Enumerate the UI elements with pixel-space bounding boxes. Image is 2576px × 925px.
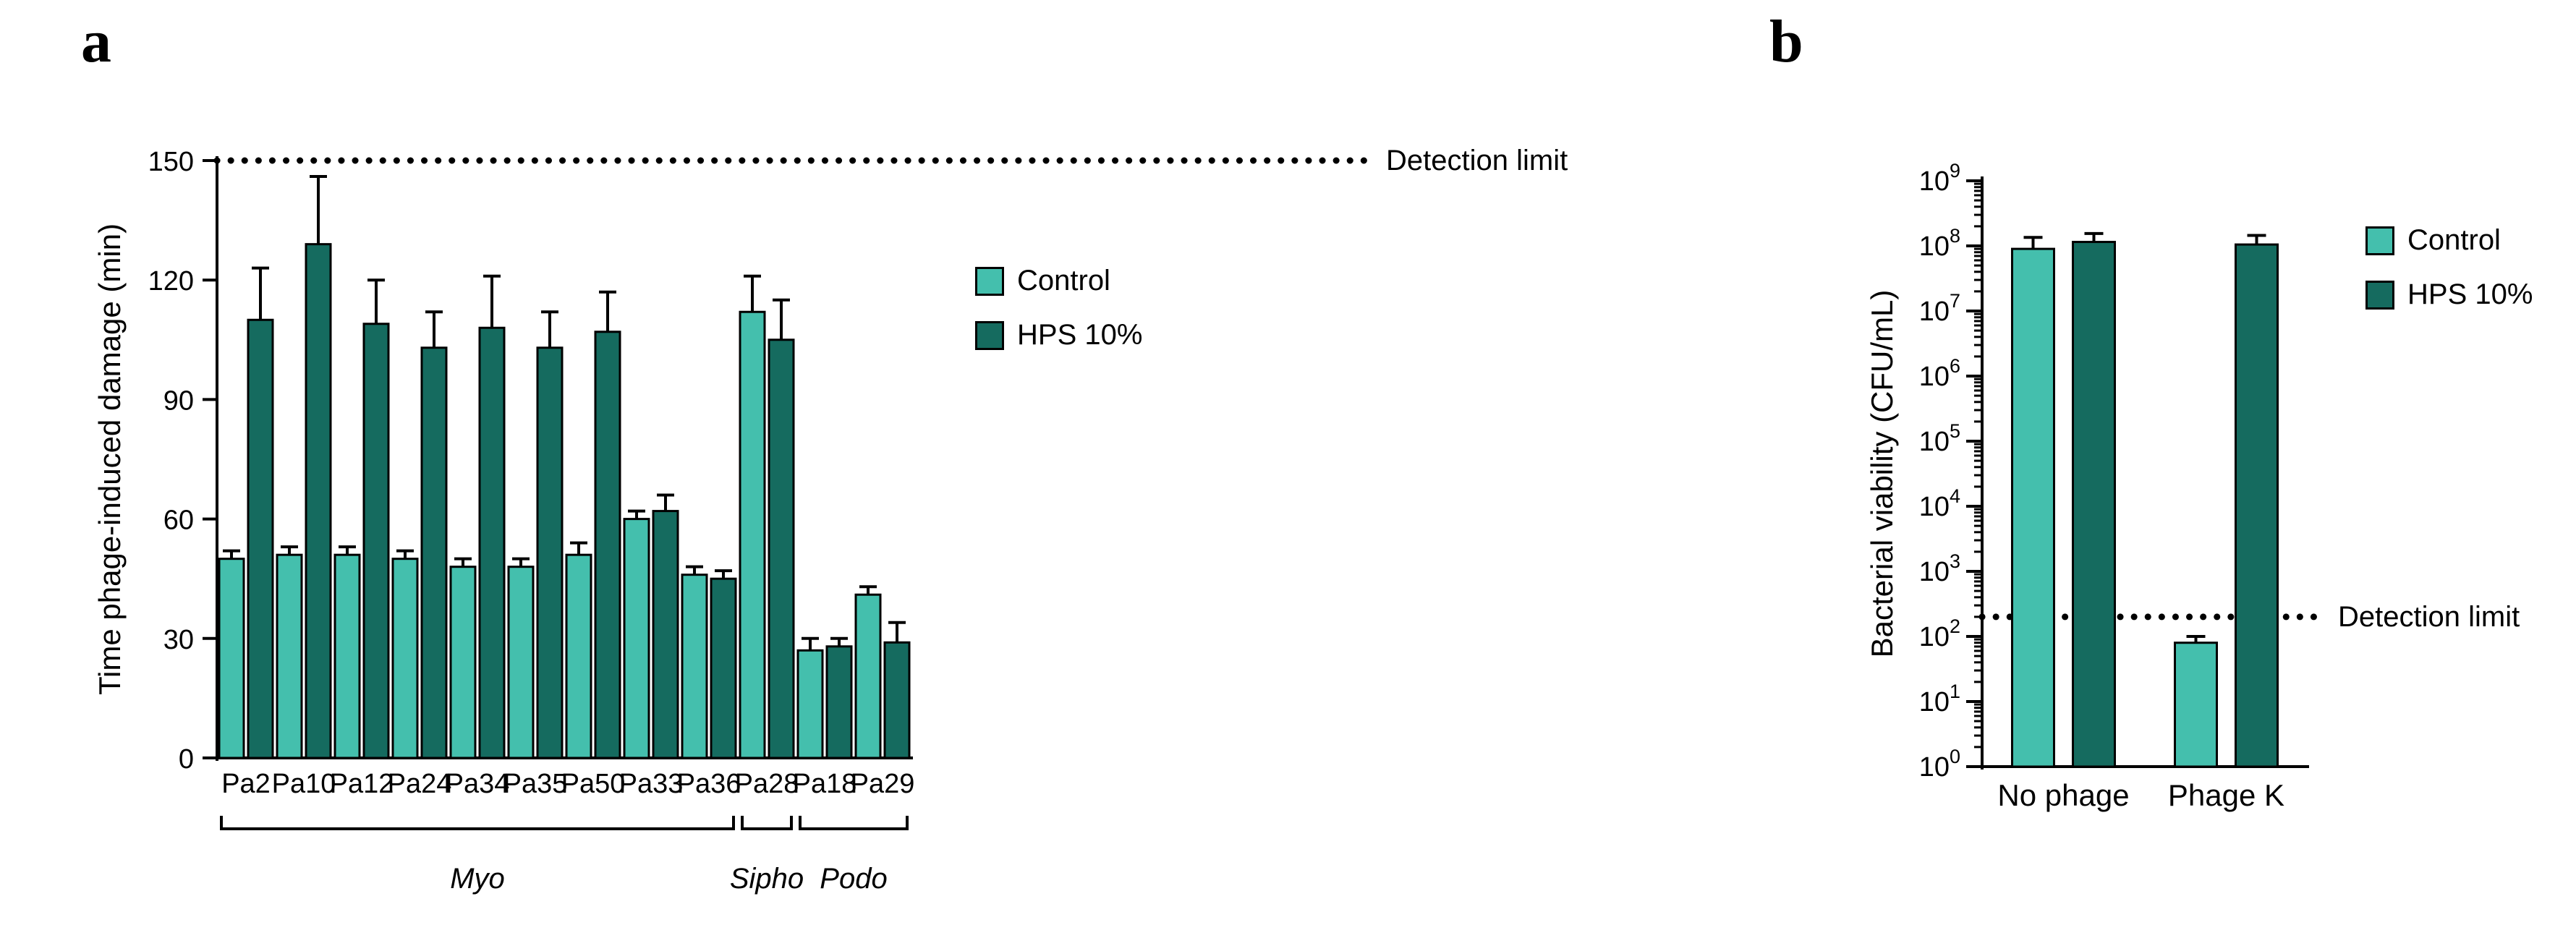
- legend-label-hps10: HPS 10%: [1017, 319, 1143, 351]
- category-label: Pa36: [677, 769, 741, 799]
- bar-hps-10-no-phage: [2072, 241, 2116, 768]
- bar-control-pa10: [276, 553, 303, 759]
- category-label: Pa2: [221, 769, 271, 799]
- category-label: Pa35: [503, 769, 568, 799]
- legend-item-control: Control: [975, 265, 1142, 297]
- y-tick-label: 102: [1919, 615, 1960, 652]
- bar-hps-10-pa18: [825, 645, 853, 759]
- category-label: Pa12: [330, 769, 394, 799]
- bar-control-no-phage: [2011, 247, 2055, 768]
- y-tick-label: 107: [1919, 290, 1960, 327]
- legend-label-hps10: HPS 10%: [2407, 278, 2533, 310]
- y-tick-label: 0: [179, 744, 194, 775]
- y-tick-label: 104: [1919, 485, 1960, 522]
- control-color-swatch: [975, 266, 1004, 296]
- y-tick-label: 103: [1919, 550, 1960, 587]
- panel-b-legend: Control HPS 10%: [2365, 224, 2533, 333]
- panel-b-label: b: [1769, 8, 1803, 75]
- bar-control-pa12: [333, 553, 361, 759]
- bar-control-pa34: [449, 566, 477, 759]
- category-label: Pa34: [446, 769, 510, 799]
- bar-hps-10-pa10: [305, 243, 332, 759]
- bar-hps-10-pa12: [362, 323, 390, 759]
- family-label-sipho: Sipho: [730, 863, 804, 895]
- bar-control-pa35: [507, 566, 535, 759]
- bar-control-pa18: [796, 649, 824, 759]
- family-bracket-podo: [799, 816, 909, 830]
- family-label-podo: Podo: [820, 863, 887, 895]
- bar-control-pa24: [391, 558, 419, 759]
- y-tick-label: 100: [1919, 746, 1960, 783]
- y-tick-label: 106: [1919, 355, 1960, 392]
- bar-hps-10-pa34: [478, 326, 506, 759]
- hps10-color-swatch: [2365, 280, 2394, 310]
- legend-item-hps10: HPS 10%: [975, 319, 1142, 351]
- category-label: Pa18: [793, 769, 857, 799]
- bar-control-pa2: [218, 558, 245, 759]
- y-tick-label: 101: [1919, 681, 1960, 717]
- category-label: Pa29: [851, 769, 915, 799]
- panel-a-y-axis-title: Time phage-induced damage (min): [93, 223, 127, 696]
- bar-hps-10-pa50: [594, 331, 621, 759]
- bar-control-pa29: [854, 593, 882, 759]
- category-label: Pa10: [272, 769, 336, 799]
- y-tick-label: 120: [148, 266, 194, 297]
- y-tick-label: 105: [1919, 420, 1960, 457]
- bar-hps-10-pa29: [883, 641, 911, 759]
- bar-control-pa33: [623, 518, 650, 759]
- family-bracket-myo: [220, 816, 735, 830]
- panel-a-detection-limit-label: Detection limit: [1386, 145, 1568, 176]
- bar-control-phage-k: [2174, 641, 2218, 768]
- bar-control-pa36: [681, 574, 708, 759]
- hps10-color-swatch: [975, 320, 1004, 350]
- panel-b-detection-limit-label: Detection limit: [2338, 601, 2520, 633]
- category-label: Phage K: [2168, 778, 2284, 812]
- bar-hps-10-pa28: [768, 338, 795, 759]
- panel-a-legend: Control HPS 10%: [975, 265, 1142, 373]
- bar-hps-10-pa2: [247, 318, 274, 759]
- category-label: Pa33: [619, 769, 684, 799]
- bar-control-pa50: [565, 553, 592, 759]
- bar-hps-10-pa24: [420, 346, 448, 759]
- panel-b-y-axis-title: Bacterial viability (CFU/mL): [1865, 289, 1899, 658]
- legend-label-control: Control: [2407, 224, 2501, 256]
- category-label: Pa50: [561, 769, 626, 799]
- family-label-myo: Myo: [450, 863, 505, 895]
- panel-a-label: a: [81, 8, 111, 75]
- y-tick-label: 60: [163, 506, 194, 536]
- category-label: No phage: [1997, 778, 2129, 812]
- y-tick-label: 30: [163, 625, 194, 655]
- y-tick-label: 90: [163, 385, 194, 416]
- family-bracket-sipho: [741, 816, 793, 830]
- control-color-swatch: [2365, 226, 2394, 255]
- bar-control-pa28: [739, 310, 766, 759]
- y-tick-label: 150: [148, 147, 194, 177]
- category-label: Pa28: [735, 769, 799, 799]
- category-label: Pa24: [388, 769, 452, 799]
- bar-hps-10-phage-k: [2235, 243, 2279, 768]
- y-tick-label: 108: [1919, 225, 1960, 262]
- legend-label-control: Control: [1017, 265, 1110, 297]
- legend-item-hps10: HPS 10%: [2365, 278, 2533, 311]
- legend-item-control: Control: [2365, 224, 2533, 257]
- bar-hps-10-pa33: [652, 510, 679, 759]
- bar-hps-10-pa36: [710, 577, 737, 759]
- bar-hps-10-pa35: [536, 346, 564, 759]
- y-tick-label: 109: [1919, 160, 1960, 197]
